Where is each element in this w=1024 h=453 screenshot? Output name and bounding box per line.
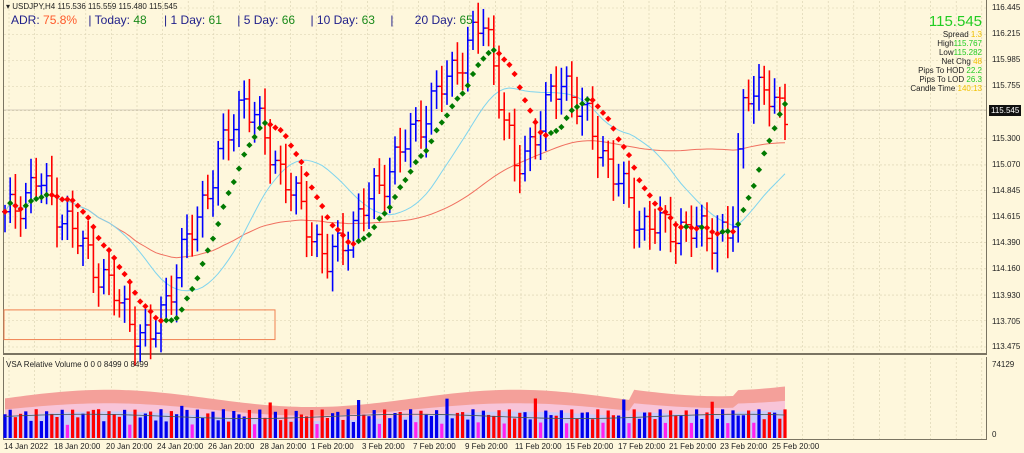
day10-label: 10 Day: bbox=[316, 13, 359, 27]
y-tick: 114.615 bbox=[992, 212, 1021, 221]
pips-hod-row: Pips To HOD 22.2 bbox=[910, 66, 982, 75]
y-tick: 114.390 bbox=[992, 238, 1021, 247]
netchg-value: 48 bbox=[973, 57, 982, 66]
y-tick: 115.070 bbox=[992, 160, 1021, 169]
high-value: 115.767 bbox=[953, 39, 982, 48]
price-info-panel: 115.545 Spread 1.3 High115.767 Low115.28… bbox=[910, 13, 983, 94]
low-value: 115.282 bbox=[953, 48, 982, 57]
pips-lod-row: Pips To LOD 26.3 bbox=[910, 75, 982, 84]
collapse-triangle-icon[interactable]: ▾ bbox=[6, 2, 11, 11]
current-price-large: 115.545 bbox=[928, 13, 982, 30]
high-label: High bbox=[937, 39, 954, 48]
x-tick: 21 Feb 20:00 bbox=[669, 442, 717, 451]
x-tick: 11 Feb 20:00 bbox=[515, 442, 562, 451]
x-tick: 20 Jan 20:00 bbox=[106, 442, 153, 451]
y-tick: 114.160 bbox=[992, 264, 1021, 273]
low-row: Low115.282 bbox=[910, 48, 982, 57]
volume-indicator-title: VSA Relative Volume 0 0 0 8499 0 8499 bbox=[6, 360, 149, 369]
spread-row: Spread 1.3 bbox=[910, 30, 982, 39]
day20-label: 20 Day: bbox=[414, 13, 457, 27]
price-pane[interactable] bbox=[3, 0, 987, 355]
today-label: Today: bbox=[94, 13, 130, 27]
separator: | bbox=[88, 13, 92, 27]
x-tick: 26 Jan 20:00 bbox=[208, 442, 255, 451]
pips-hod-label: Pips To HOD bbox=[918, 66, 965, 75]
netchg-label: Net Chg bbox=[941, 57, 971, 66]
spread-label: Spread bbox=[942, 30, 969, 39]
x-tick: 17 Feb 20:00 bbox=[618, 442, 666, 451]
x-tick: 25 Feb 20:00 bbox=[772, 442, 820, 451]
x-tick: 9 Feb 20:00 bbox=[465, 442, 508, 451]
x-tick: 15 Feb 20:00 bbox=[566, 442, 614, 451]
x-tick: 18 Jan 20:00 bbox=[54, 442, 101, 451]
x-tick: 1 Feb 20:00 bbox=[311, 442, 354, 451]
adr-indicator: ADR: 75.8% | Today: 48 | 1 Day: 61 | 5 D… bbox=[11, 13, 473, 27]
x-tick: 3 Feb 20:00 bbox=[362, 442, 405, 451]
separator: | bbox=[237, 13, 241, 27]
x-tick: 7 Feb 20:00 bbox=[413, 442, 456, 451]
x-tick: 24 Jan 20:00 bbox=[157, 442, 204, 451]
day5-value: 66 bbox=[281, 13, 296, 27]
low-label: Low bbox=[938, 48, 954, 57]
x-tick: 23 Feb 20:00 bbox=[720, 442, 768, 451]
y-tick: 114.845 bbox=[992, 186, 1021, 195]
day10-value: 63 bbox=[361, 13, 375, 27]
y-tick: 115.300 bbox=[992, 134, 1021, 143]
y-tick: 113.705 bbox=[992, 317, 1021, 326]
y-tick: 115.755 bbox=[992, 81, 1021, 90]
high-row: High115.767 bbox=[910, 39, 982, 48]
day1-value: 61 bbox=[208, 13, 222, 27]
pips-lod-label: Pips To LOD bbox=[919, 75, 965, 84]
y-tick: 113.475 bbox=[992, 342, 1021, 351]
day20-value: 65 bbox=[459, 13, 473, 27]
x-tick: 28 Jan 20:00 bbox=[260, 442, 307, 451]
y-tick: 116.445 bbox=[992, 3, 1021, 12]
adr-value: 75.8% bbox=[43, 13, 78, 27]
symbol-ohlc-text: USDJPY,H4 115.536 115.559 115.480 115.54… bbox=[12, 2, 178, 11]
separator: | bbox=[164, 13, 168, 27]
volume-pane[interactable] bbox=[3, 357, 987, 440]
today-value: 48 bbox=[133, 13, 147, 27]
spread-value: 1.3 bbox=[970, 30, 982, 39]
pips-hod-value: 22.2 bbox=[966, 66, 982, 75]
volume-axis-max: 74129 bbox=[992, 360, 1015, 369]
pips-lod-value: 26.3 bbox=[966, 75, 982, 84]
x-tick: 14 Jan 2022 bbox=[4, 442, 49, 451]
day5-label: 5 Day: bbox=[243, 13, 279, 27]
candle-time-row: Candle Time 140:13 bbox=[910, 84, 982, 93]
y-tick: 115.985 bbox=[992, 55, 1021, 64]
y-tick: 113.930 bbox=[992, 291, 1021, 300]
symbol-ohlc-line: ▾ USDJPY,H4 115.536 115.559 115.480 115.… bbox=[6, 2, 177, 11]
day1-label: 1 Day: bbox=[170, 13, 206, 27]
current-price-tag: 115.545 bbox=[989, 105, 1022, 116]
netchg-row: Net Chg 48 bbox=[910, 57, 983, 66]
candle-time-value: 140:13 bbox=[957, 84, 982, 93]
y-tick: 116.215 bbox=[992, 29, 1021, 38]
adr-label: ADR: bbox=[11, 13, 40, 27]
volume-axis-min: 0 bbox=[992, 430, 997, 439]
candle-time-label: Candle Time bbox=[910, 84, 956, 93]
separator: | bbox=[310, 13, 314, 27]
separator: | bbox=[390, 13, 394, 27]
